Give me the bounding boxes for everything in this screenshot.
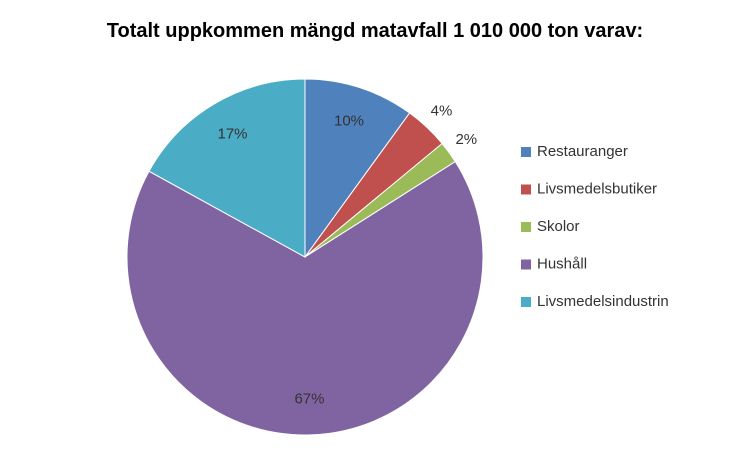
- chart-title: Totalt uppkommen mängd matavfall 1 010 0…: [106, 20, 644, 42]
- data-label: 2%: [455, 131, 477, 148]
- legend-label: Hushåll: [537, 255, 587, 272]
- pie-slice: [148, 78, 306, 258]
- legend-label: Restauranger: [537, 143, 628, 160]
- legend-swatch: [521, 184, 531, 195]
- legend-label: Livsmedelsindustrin: [537, 293, 669, 310]
- data-label: 10%: [334, 113, 364, 130]
- legend-label: Skolor: [537, 218, 580, 235]
- data-label: 67%: [294, 390, 324, 407]
- data-label: 4%: [431, 103, 453, 120]
- legend-swatch: [521, 297, 531, 307]
- data-label: 17%: [217, 125, 247, 142]
- legend-swatch: [521, 147, 531, 157]
- pie-slice: [126, 160, 484, 436]
- legend-swatch: [521, 222, 531, 232]
- legend-label: Livsmedelsbutiker: [537, 180, 657, 197]
- pie-slice: [304, 78, 411, 259]
- legend-swatch: [521, 259, 531, 270]
